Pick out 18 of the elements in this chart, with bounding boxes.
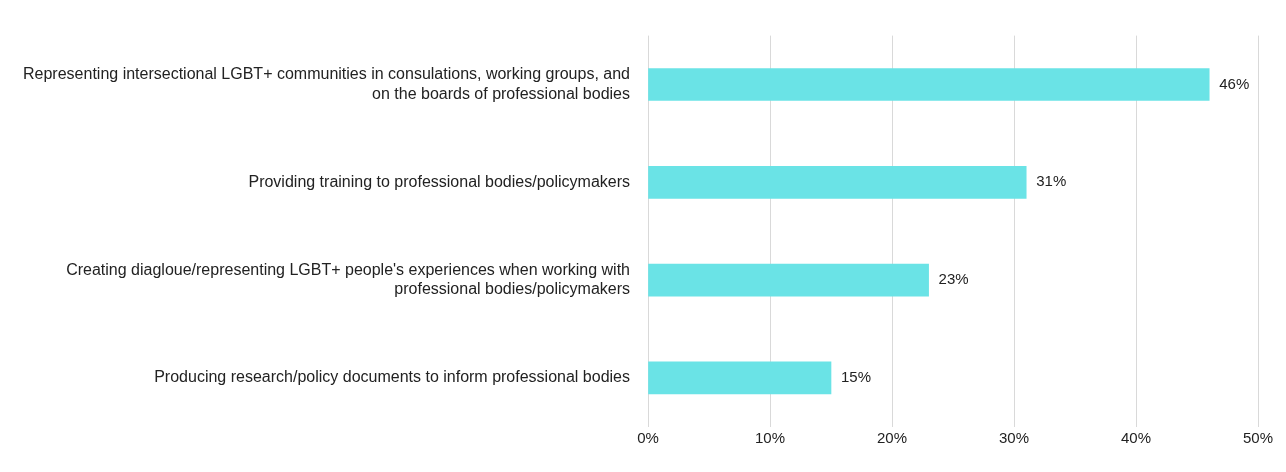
data-label: 15%	[841, 368, 872, 386]
y-tick-label: Producing research/policy documents to inform professional bodies	[154, 368, 630, 386]
x-tick-label: 50%	[1242, 428, 1274, 446]
bar	[648, 68, 1210, 101]
bar	[648, 263, 929, 297]
data-label: 23%	[938, 270, 969, 288]
x-tick-label: 30%	[998, 428, 1030, 446]
y-tick-label: Representing intersectional LGBT+ communities in consulations, working groups, and on the boards of professional bodies	[23, 65, 630, 102]
data-label: 31%	[1036, 172, 1067, 190]
bar	[648, 165, 1027, 199]
x-tick-label: 10%	[754, 428, 786, 446]
x-tick-label: 40%	[1120, 428, 1152, 446]
y-tick-label: Creating diagloue/representing LGBT+ people's experiences when working with professional bodies/policymakers	[66, 260, 630, 298]
y-tick-label: Providing training to professional bodies/policymakers	[248, 172, 630, 190]
x-tick-label: 20%	[876, 428, 908, 446]
bar	[648, 361, 832, 395]
data-label: 46%	[1219, 74, 1250, 92]
x-tick-label: 0%	[637, 428, 659, 446]
